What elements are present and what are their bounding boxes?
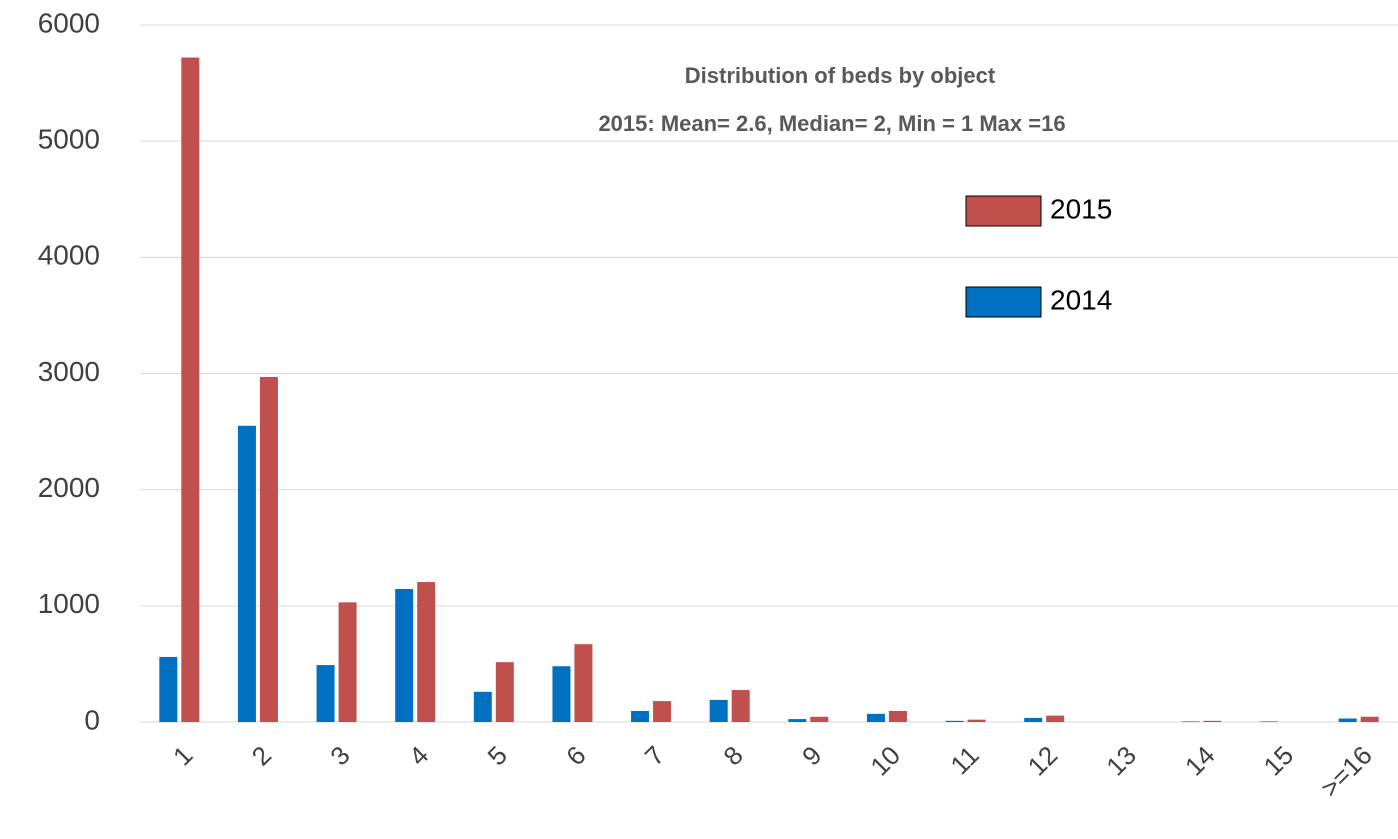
bar	[159, 656, 178, 722]
bar	[888, 710, 907, 722]
x-tick-label: 15	[1258, 740, 1300, 782]
bar	[1046, 715, 1065, 722]
x-tick-label: 4	[403, 740, 434, 771]
bar	[316, 665, 335, 722]
y-tick-label: 1000	[38, 588, 100, 619]
x-tick-label: 12	[1022, 740, 1064, 782]
bar	[1338, 718, 1357, 722]
x-tick-label: 6	[560, 740, 591, 771]
bar	[1181, 721, 1200, 722]
bar	[1024, 717, 1043, 722]
x-tick-label: 9	[796, 740, 827, 771]
y-tick-label: 4000	[38, 240, 100, 271]
bar	[653, 701, 672, 722]
chart-title: Distribution of beds by object	[685, 63, 996, 88]
bar	[552, 666, 571, 722]
bar	[473, 691, 492, 722]
x-tick-label: 11	[944, 740, 984, 780]
bar	[1360, 716, 1379, 722]
legend-swatch	[965, 286, 1042, 318]
bar	[709, 699, 728, 722]
bar	[181, 57, 200, 722]
x-tick-label: 3	[324, 740, 355, 771]
y-tick-label: 3000	[38, 356, 100, 387]
legend-label: 2015	[1050, 193, 1112, 224]
bar	[237, 425, 256, 722]
x-tick-label: 1	[167, 740, 198, 771]
y-tick-label: 5000	[38, 124, 100, 155]
bar	[1203, 720, 1222, 722]
legend-label: 2014	[1050, 284, 1112, 315]
bar	[731, 690, 750, 722]
bar	[788, 719, 807, 722]
x-tick-label: >=16	[1315, 740, 1378, 803]
bar	[338, 602, 357, 722]
bar	[810, 716, 829, 722]
y-tick-label: 6000	[38, 7, 100, 38]
y-tick-label: 0	[84, 704, 100, 735]
bar	[967, 719, 986, 722]
x-tick-label: 10	[864, 740, 906, 782]
x-tick-label: 13	[1100, 740, 1142, 782]
x-tick-label: 2	[246, 740, 277, 771]
x-tick-label: 7	[639, 740, 670, 771]
chart-subtitle: 2015: Mean= 2.6, Median= 2, Min = 1 Max …	[598, 111, 1065, 136]
bar	[631, 710, 650, 722]
bar	[945, 720, 964, 722]
bar	[1260, 721, 1279, 722]
x-tick-label: 8	[717, 740, 748, 771]
bar	[395, 588, 414, 722]
bar	[417, 582, 436, 722]
legend-swatch	[965, 195, 1042, 227]
bar	[495, 662, 514, 722]
bar	[866, 713, 885, 722]
y-tick-label: 2000	[38, 472, 100, 503]
bar	[259, 376, 278, 722]
bar	[574, 644, 593, 722]
x-tick-label: 14	[1179, 740, 1221, 782]
x-tick-label: 5	[481, 740, 512, 771]
